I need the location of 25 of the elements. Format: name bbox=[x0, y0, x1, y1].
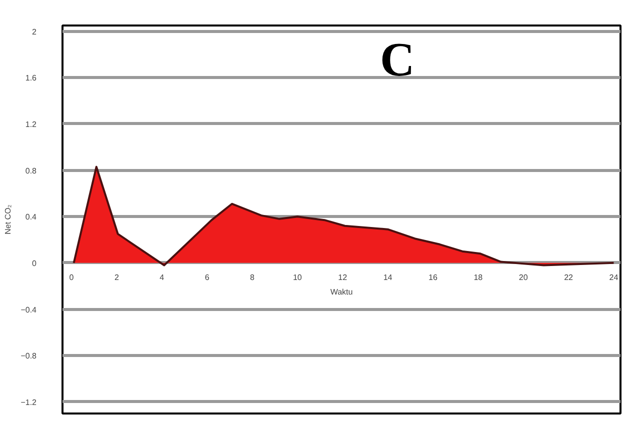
x-tick-label: 12 bbox=[338, 272, 348, 282]
y-tick-label: 0.4 bbox=[25, 212, 38, 222]
x-tick-label: 14 bbox=[383, 272, 393, 282]
y-tick-label: 2 bbox=[32, 27, 38, 36]
y-tick-label: −1.2 bbox=[20, 398, 38, 407]
y-tick-label: −0.8 bbox=[20, 352, 38, 361]
x-tick-label: 2 bbox=[114, 272, 120, 282]
y-tick-label: 0 bbox=[32, 258, 38, 268]
y-axis-title: Net CO₂ bbox=[4, 204, 13, 234]
chart-title: C bbox=[380, 33, 415, 86]
x-tick-label: 4 bbox=[160, 272, 165, 282]
x-tick-label: 18 bbox=[474, 272, 484, 282]
x-tick-label: 0 bbox=[69, 272, 74, 282]
x-tick-label: 20 bbox=[518, 272, 528, 282]
y-tick-label: −0.4 bbox=[20, 305, 38, 314]
y-tick-label: 1.6 bbox=[25, 74, 38, 83]
x-tick-label: 22 bbox=[564, 272, 574, 282]
x-tick-label: 16 bbox=[428, 272, 438, 282]
x-tick-label: 6 bbox=[204, 272, 210, 282]
x-tick-label: 8 bbox=[250, 272, 256, 282]
x-tick-label: 10 bbox=[293, 272, 302, 282]
x-tick-label: 24 bbox=[609, 272, 619, 282]
y-tick-label: 0.8 bbox=[25, 166, 38, 176]
x-axis-title: Waktu bbox=[330, 288, 353, 296]
y-tick-label: 1.2 bbox=[25, 120, 38, 129]
